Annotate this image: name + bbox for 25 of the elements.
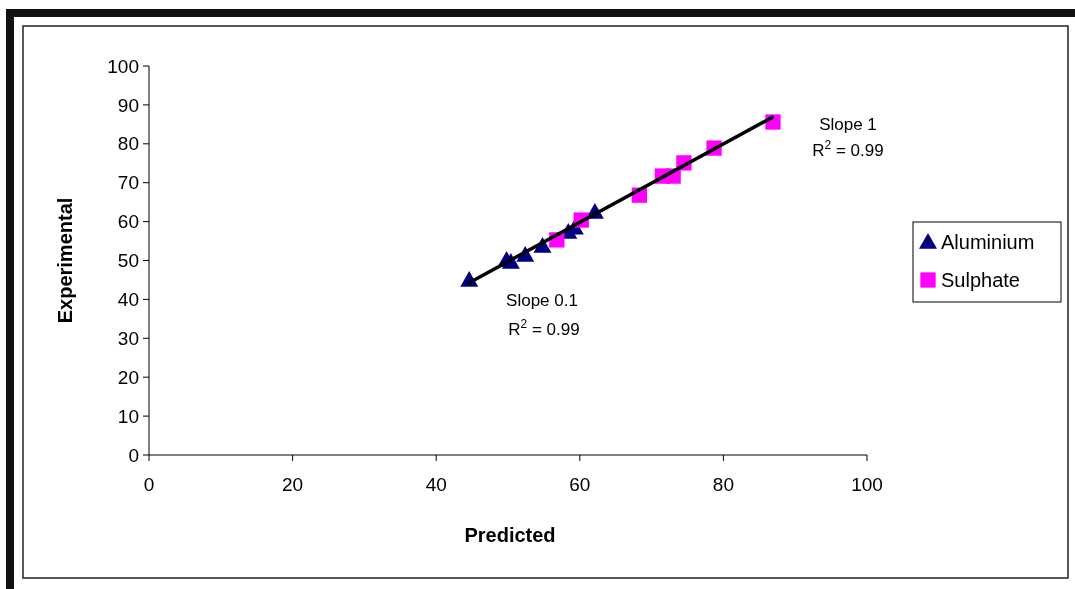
legend-label: Aluminium — [941, 231, 1035, 253]
y-tick-label: 90 — [117, 94, 139, 116]
x-tick-label: 0 — [143, 474, 155, 495]
y-tick-label: 0 — [128, 444, 139, 466]
x-axis-title: Predicted — [464, 524, 556, 546]
y-tick-label: 70 — [117, 172, 139, 194]
annotation: Slope 1 — [819, 114, 877, 134]
y-tick-label: 30 — [117, 327, 139, 349]
annotation: R$^{2}$ = 0.99 — [812, 137, 884, 160]
y-tick-label: 60 — [117, 211, 139, 233]
legend-label: Sulphate — [941, 269, 1020, 291]
y-tick-label: 80 — [117, 133, 139, 155]
annotation: R$^{2}$ = 0.99 — [508, 316, 580, 339]
y-tick-label: 40 — [117, 289, 139, 311]
y-axis-title: Experimental — [54, 197, 76, 324]
y-tick-label: 10 — [117, 405, 139, 427]
y-tick-label: 20 — [117, 366, 139, 388]
x-tick-label: 60 — [569, 474, 591, 495]
x-tick-label: 40 — [425, 474, 447, 495]
y-tick-label: 100 — [107, 55, 139, 77]
x-tick-label: 100 — [851, 474, 883, 495]
annotation: Slope 0.1 — [506, 290, 578, 310]
y-tick-label: 50 — [117, 250, 139, 272]
x-tick-label: 80 — [712, 474, 734, 495]
x-tick-label: 20 — [282, 474, 304, 495]
